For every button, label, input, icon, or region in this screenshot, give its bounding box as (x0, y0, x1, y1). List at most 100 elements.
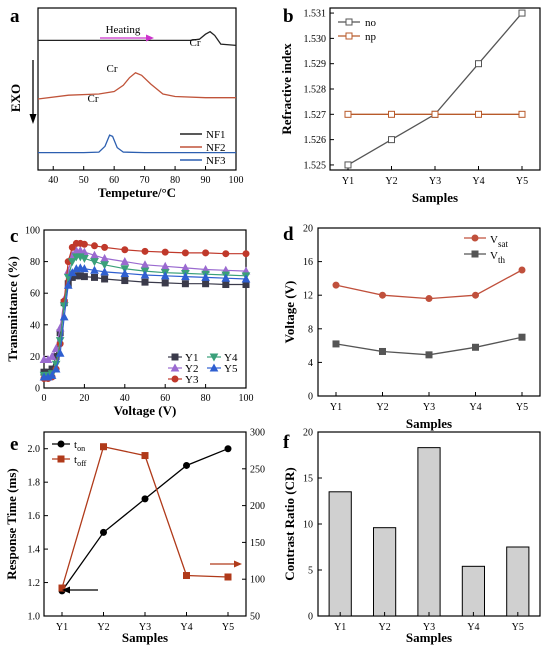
panel-c-series-y5-point (241, 274, 251, 283)
panel-e-ytick-label: 1.6 (28, 511, 41, 522)
panel-f-letter: f (283, 432, 290, 453)
panel-e-y2tick-label: 300 (250, 428, 265, 439)
panel-a-xtick-label: 60 (109, 175, 119, 186)
panel-e-xtick-label: Y1 (56, 622, 68, 633)
panel-c-series-y5-point (201, 272, 210, 281)
panel-c-series-y5-point (80, 264, 89, 273)
panel-c-series-y3-point (181, 249, 189, 257)
panel-b-series-np-point (475, 110, 482, 118)
panel-d-ytick-label: 4 (308, 358, 313, 369)
panel-e-legend-sub-t-on: on (77, 444, 85, 453)
panel-c-legend-marker-y1 (171, 353, 179, 361)
panel-b-plot-frame (329, 7, 541, 171)
panel-e: e 1.0 1.2 1.4 1.6 1.8 2.0 50 100 150 200 250 300 Y1 Y… (4, 428, 265, 646)
panel-e-xtick-label: Y2 (97, 622, 109, 633)
panel-e-series-t-off-point (141, 452, 149, 460)
panel-b-legend-marker-np (345, 32, 353, 40)
panel-d-series-v-sat-point (518, 266, 526, 274)
panel-e-series-t-on-line (61, 448, 229, 592)
panel-c-legend-label-y3: Y3 (185, 374, 199, 386)
panel-c-legend-marker-y5 (209, 363, 219, 372)
panel-a-legend-label-nf2: NF2 (206, 142, 226, 154)
panel-b-letter: b (283, 6, 294, 27)
panel-c-series-y5-point (59, 312, 69, 321)
panel-c-series-y1-point (181, 280, 189, 288)
panel-f-ytick-label: 15 (303, 474, 313, 485)
panel-e-series-t-off-line (61, 445, 229, 589)
panel-c-series-y3-point (80, 240, 88, 248)
panel-b-legend-label-np: np (365, 31, 377, 43)
panel-a-series-nf3-line (38, 134, 236, 154)
panel-e-ytick-label: 1.2 (28, 578, 41, 589)
panel-d-ytick-label: 16 (303, 257, 313, 268)
panel-e-ytick-label: 1.0 (28, 612, 41, 623)
panel-e-legend-marker-t-off (57, 455, 65, 463)
panel-d-legend-marker-v-th (471, 250, 479, 258)
panel-d-xtick-label: Y2 (376, 402, 388, 413)
panel-b-xtick-label: Y1 (342, 176, 354, 187)
panel-b-series-no-point (388, 136, 395, 144)
panel-d-series-v-th-point (332, 340, 340, 348)
panel-c-series-y1-point (121, 277, 129, 285)
panel-b-ylabel: Refractive index (279, 43, 294, 135)
panel-c-xtick-label: 40 (120, 393, 130, 404)
panel-c-legend-marker-y4 (209, 353, 219, 362)
panel-d-series-v-sat-line (335, 269, 523, 300)
panel-c-xtick-label: 80 (201, 393, 211, 404)
panel-c-series-y5-point (55, 348, 65, 357)
panel-a-series-nf2-line (37, 72, 236, 100)
panel-c-series-y4-point (90, 258, 99, 267)
panel-c-series-y3-point (222, 250, 230, 258)
panel-e-left-axis-arrow-head (62, 586, 70, 594)
panel-e-y2tick-label: 100 (250, 575, 265, 586)
panel-b-ytick-label: 1.525 (304, 160, 327, 171)
panel-a-cr-label-nf1: Cr (190, 37, 201, 49)
panel-d-xtick-label: Y5 (516, 402, 528, 413)
panel-e-letter: e (10, 434, 18, 455)
panel-a-xtick-label: 100 (229, 175, 244, 186)
panel-c-xtick-label: 0 (42, 393, 47, 404)
panel-d-legend-label-v-sat: Vsat (490, 234, 508, 249)
panel-c-ytick-label: 80 (30, 257, 40, 268)
panel-f: f 0 5 10 15 20 Y1 Y2 Y3 Y4 Y5 Samples Contrast Rati… (282, 428, 541, 645)
panel-d-xtick-label: Y3 (423, 402, 435, 413)
panel-b-xtick-label: Y3 (429, 176, 441, 187)
panel-e-xtick-label: Y4 (180, 622, 192, 633)
panel-a-series-nf1-line (38, 30, 237, 47)
panel-b-ytick-label: 1.529 (304, 59, 327, 70)
panel-c-series-y4-point (100, 261, 109, 270)
panel-b-xtick-label: Y2 (385, 176, 397, 187)
panel-d-plot-frame (317, 227, 541, 397)
panel-c-xtick-label: 60 (160, 393, 170, 404)
panel-d-series-v-sat-point (379, 291, 386, 299)
panel-c-series-y3-point (68, 243, 76, 251)
panel-e-series-t-on-point (183, 461, 190, 469)
panel-f-xtick-label: Y5 (512, 622, 524, 633)
panel-d-xlabel: Samples (406, 416, 452, 431)
panel-d-xtick-label: Y4 (469, 402, 481, 413)
panel-f-xlabel: Samples (406, 630, 452, 645)
panel-f-xtick-label: Y4 (467, 622, 479, 633)
panel-c-series-y2-point (47, 351, 57, 360)
panel-e-y2tick-label: 150 (250, 538, 265, 549)
panel-c-series-y1-point (80, 273, 88, 281)
panel-a-xtick-label: 80 (170, 175, 180, 186)
panel-a-exo-arrow-head (29, 114, 37, 124)
panel-c-legend-label-y4: Y4 (224, 352, 238, 364)
panel-b-legend-label-no: no (365, 17, 377, 29)
panel-b-legend-marker-no (345, 18, 353, 26)
panel-c-series-y1-point (141, 278, 149, 286)
panel-c-series-y3-point (101, 243, 109, 251)
panel-c-ytick-label: 0 (35, 384, 40, 395)
panel-c-series-y5-point (51, 364, 61, 373)
panel-c-ytick-label: 20 (30, 352, 40, 363)
panel-c-series-y5-point (47, 370, 57, 379)
panel-e-ytick-label: 1.4 (28, 545, 41, 556)
panel-f-bar-y3 (417, 447, 441, 617)
panel-c-xlabel: Voltage (V) (114, 403, 177, 418)
panel-c-letter: c (10, 226, 18, 247)
panel-c-series-y5-point (100, 267, 109, 276)
panel-d-legend-label-v-th: Vth (490, 250, 505, 265)
panel-d-legend-sub-v-th: th (498, 255, 506, 265)
